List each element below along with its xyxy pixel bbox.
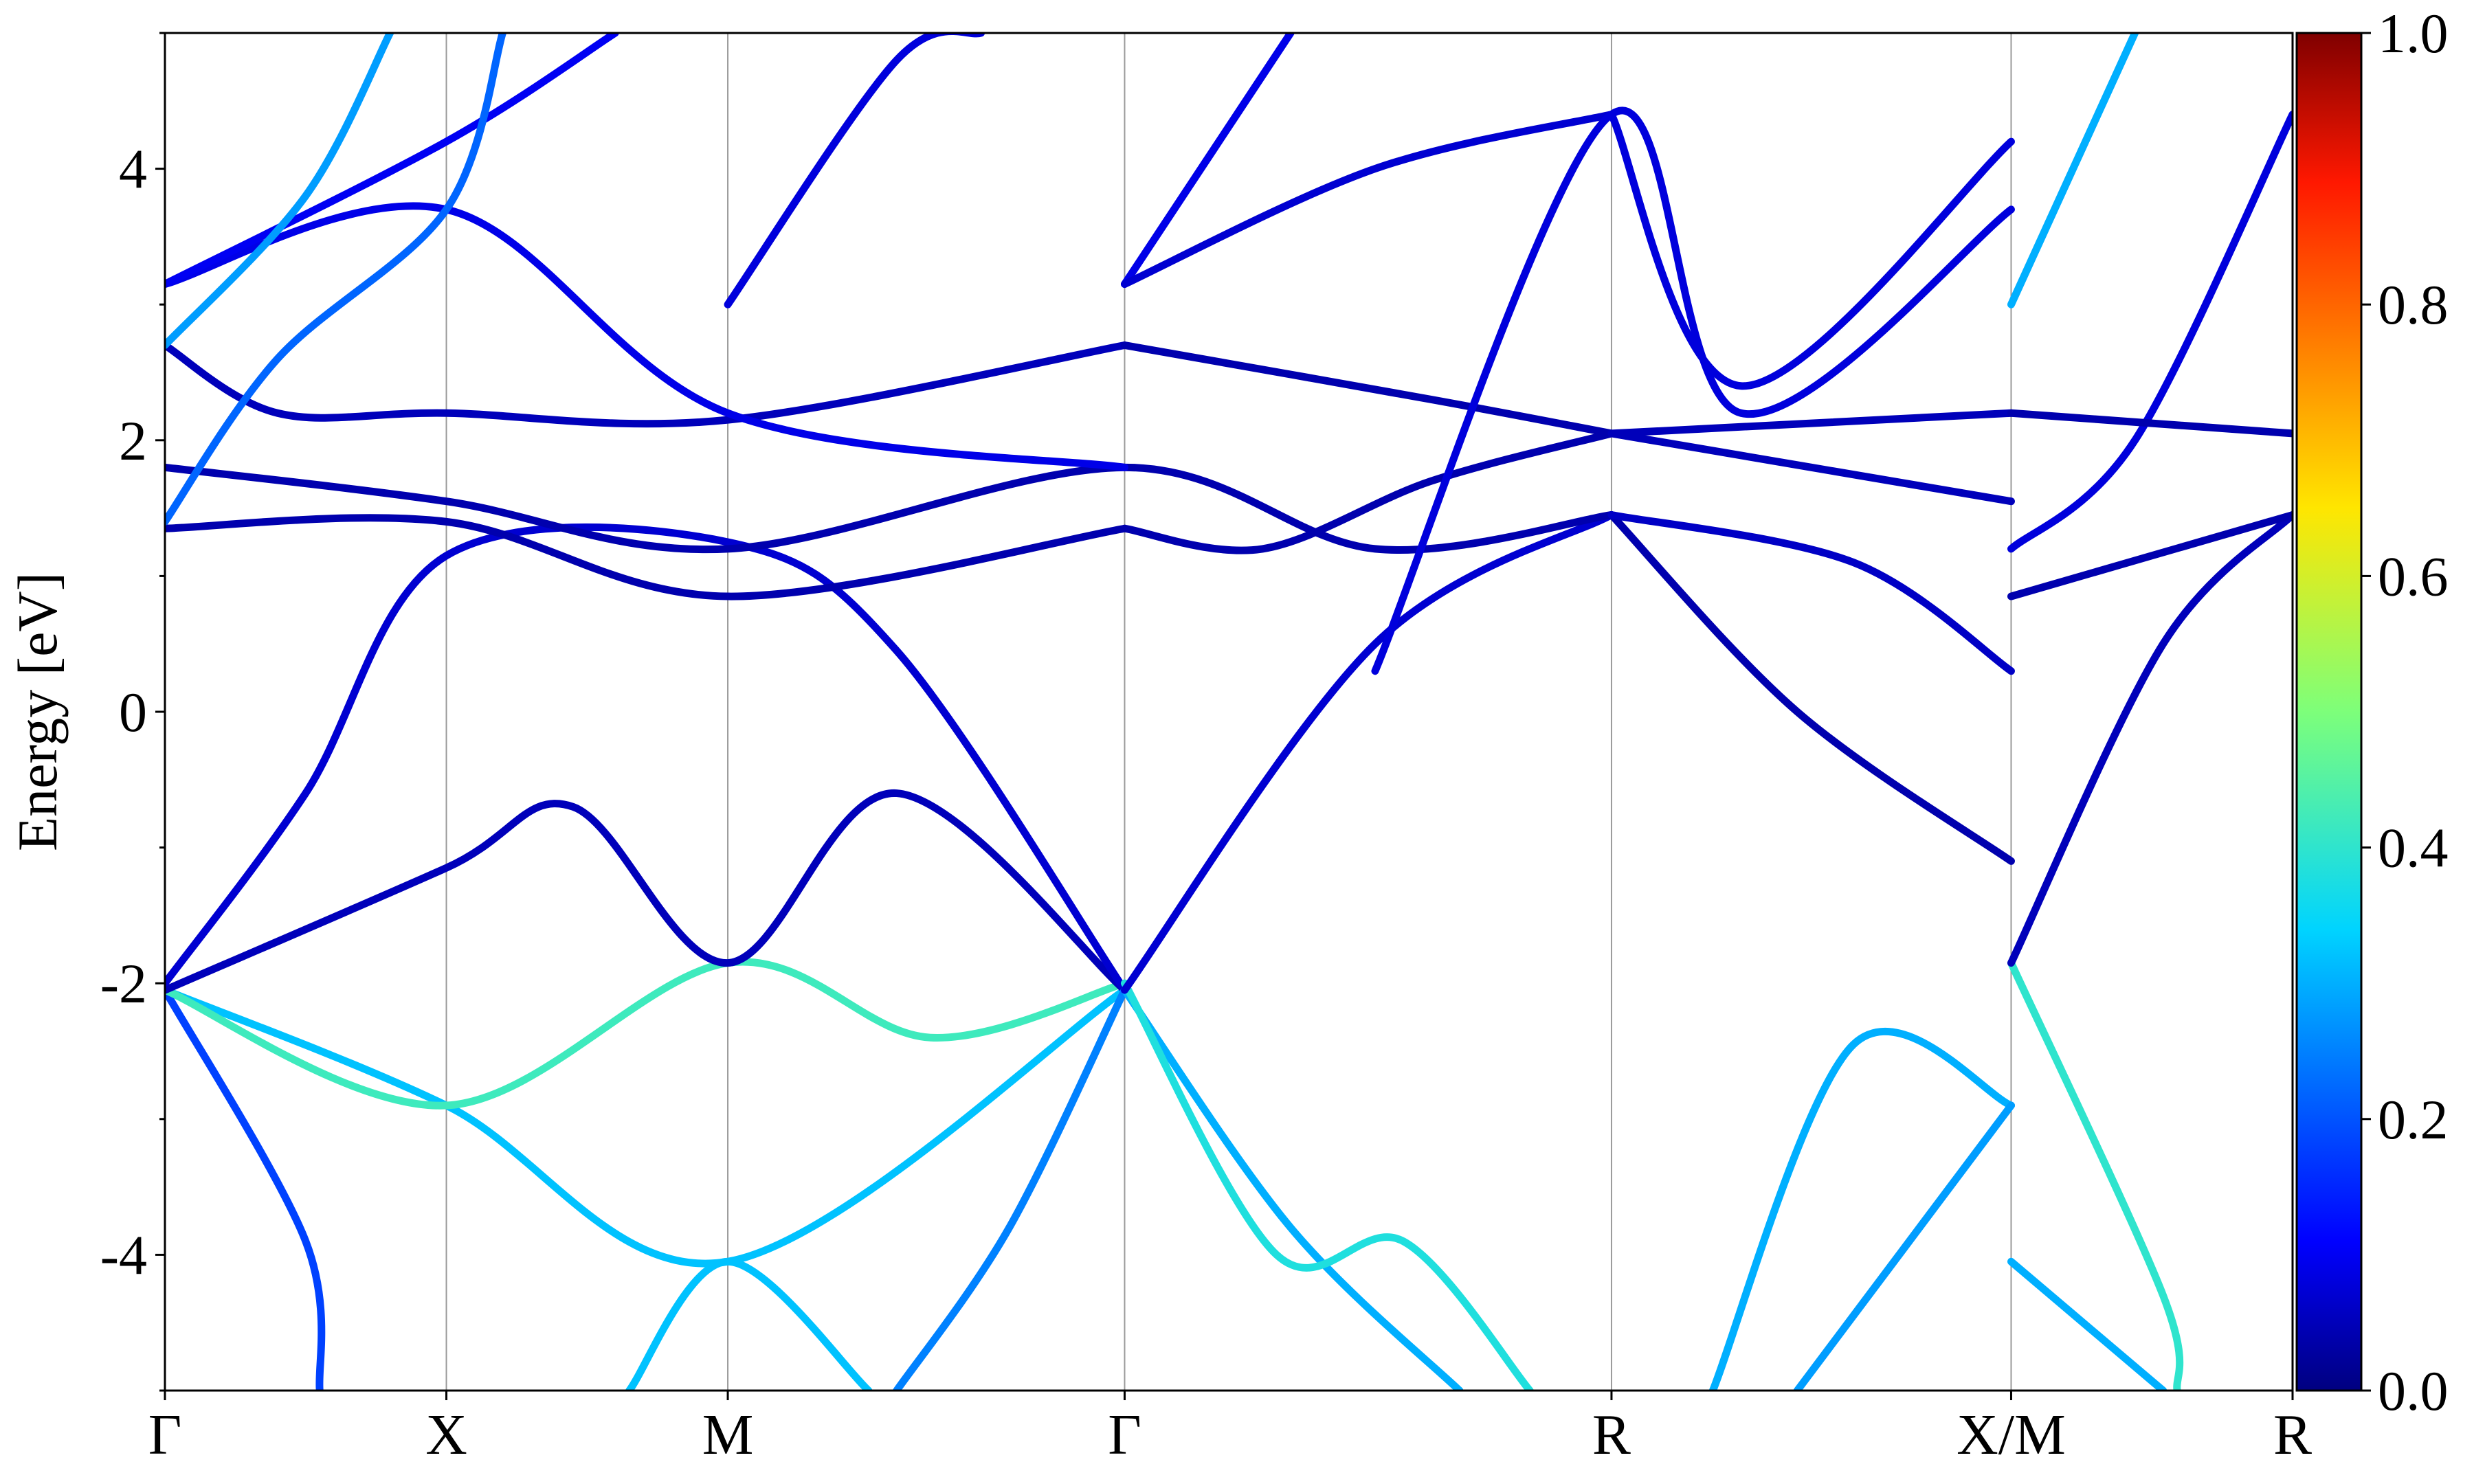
band-line — [165, 33, 394, 349]
band-line — [1120, 341, 1616, 438]
x-tick-label: X — [425, 1403, 467, 1467]
x-tick-label: X/M — [1957, 1403, 2066, 1467]
bands-layer — [165, 33, 2293, 1391]
band-line — [165, 33, 506, 526]
colorbar — [2295, 32, 2363, 1392]
colorbar-tick-label: 0.4 — [2378, 817, 2449, 879]
band-line — [1607, 429, 2015, 506]
band-line — [165, 958, 1128, 1110]
band-line — [1120, 986, 1464, 1391]
band-line — [1120, 111, 1616, 289]
y-tick-label: -2 — [100, 952, 147, 1015]
band-line — [165, 986, 326, 1391]
band-line — [2007, 510, 2293, 600]
band-line — [2007, 111, 2293, 553]
band-line — [165, 986, 1128, 1268]
band-line — [1607, 510, 2015, 865]
band-line — [1607, 111, 2015, 390]
band-line — [724, 33, 985, 308]
band-line — [1607, 510, 2015, 675]
band-line — [1708, 1028, 2015, 1391]
kpoint-lines — [445, 33, 2012, 1391]
colorbar-tick-label: 1.0 — [2378, 2, 2449, 65]
y-axis-label: Energy [eV] — [6, 572, 69, 851]
band-line — [165, 514, 1128, 600]
band-line — [165, 789, 1128, 994]
x-tick-label: R — [1592, 1403, 1631, 1467]
x-tick-label: R — [2273, 1403, 2312, 1467]
x-tick-label: Γ — [148, 1403, 182, 1467]
band-line — [2007, 510, 2293, 967]
x-axis-ticks: Γ X M Γ R X/M R — [148, 1391, 2312, 1467]
y-tick-label: 0 — [119, 681, 147, 743]
band-line — [893, 986, 1128, 1391]
colorbar-tick-label: 0.8 — [2378, 273, 2449, 336]
y-tick-label: -4 — [100, 1224, 147, 1286]
colorbar-tick-label: 0.6 — [2378, 545, 2449, 607]
band-line — [165, 341, 1128, 428]
colorbar-tick-label: 0.0 — [2378, 1360, 2449, 1422]
band-line — [2007, 409, 2293, 438]
band-line — [1120, 979, 1534, 1391]
colorbar-ticks: 0.0 0.2 0.4 0.6 0.8 1.0 — [2361, 2, 2449, 1422]
band-line — [165, 523, 1128, 994]
band-line — [165, 33, 619, 289]
y-tick-label: 2 — [119, 409, 147, 472]
band-line — [1793, 1101, 2015, 1391]
band-line — [1371, 106, 2015, 675]
x-tick-label: Γ — [1108, 1403, 1141, 1467]
band-line — [1607, 409, 2015, 438]
colorbar-tick-label: 0.2 — [2378, 1088, 2449, 1151]
band-line — [2007, 33, 2139, 308]
band-line — [2007, 959, 2184, 1391]
y-axis-ticks: -4 -2 0 2 4 — [100, 32, 165, 1392]
x-tick-label: M — [702, 1403, 754, 1467]
y-tick-label: 4 — [119, 138, 147, 201]
band-line — [165, 463, 1616, 554]
band-line — [1120, 33, 1295, 289]
band-line — [2007, 1257, 2167, 1391]
band-line — [625, 1257, 873, 1391]
band-line — [1120, 510, 1616, 994]
band-line — [1120, 429, 1616, 554]
band-line — [165, 202, 1128, 471]
